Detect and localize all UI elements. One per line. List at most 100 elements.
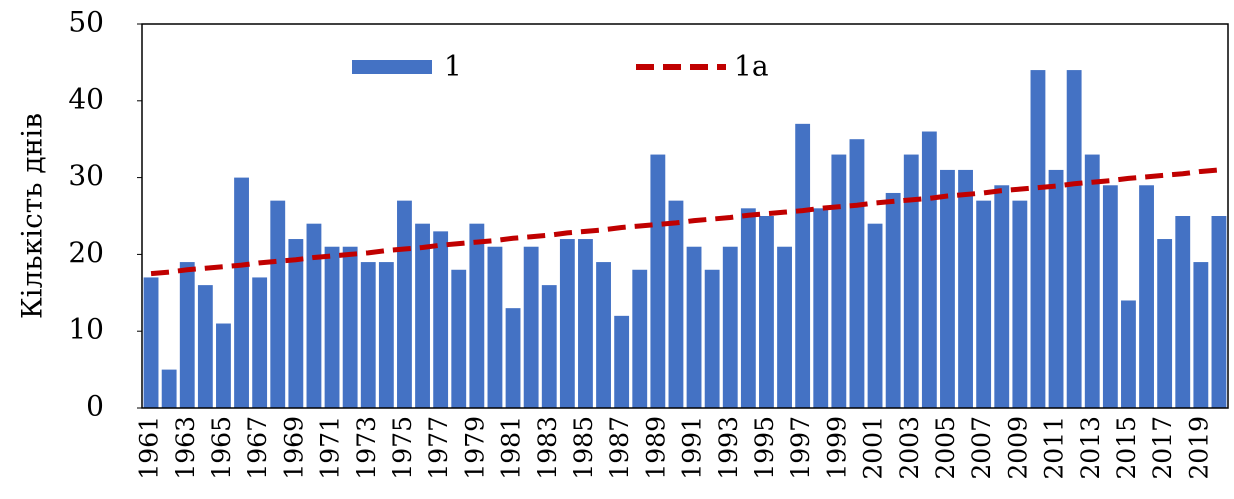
bar [813,208,829,408]
legend-label: 1 [444,50,462,83]
x-tick-label: 1995 [750,416,779,480]
x-tick-label: 2011 [1040,416,1069,480]
x-tick-label: 1979 [460,416,489,480]
x-tick-label: 1981 [497,416,526,480]
x-tick-label: 2015 [1112,416,1141,480]
bar [541,285,557,408]
x-tick-label: 1987 [605,416,634,480]
bar [1193,262,1209,408]
bar [161,369,177,408]
bar [270,200,286,408]
bar [252,277,268,408]
x-tick-label: 1967 [243,416,272,480]
y-tick-label: 50 [68,6,104,39]
bar [722,246,738,408]
bar [1211,216,1227,408]
bar [940,169,955,408]
bar [1012,200,1028,408]
y-tick-label: 10 [68,313,104,346]
x-tick-label: 2009 [1003,416,1032,480]
bar [469,223,485,408]
bar [614,315,630,408]
y-tick-label: 0 [86,390,104,423]
bar [1048,169,1064,408]
bar [903,154,919,408]
bar [234,177,249,408]
x-tick-label: 2003 [895,416,924,480]
bar [777,246,792,408]
bar [759,216,774,408]
x-tick-label: 1997 [786,416,815,480]
bar [342,246,358,408]
bar [1121,300,1136,408]
bar [360,262,376,408]
bar [378,262,394,408]
bar [451,269,467,408]
x-tick-label: 1999 [822,416,851,480]
bar [867,223,883,408]
bar [179,262,195,408]
y-tick-label: 20 [68,236,104,269]
y-axis-title: Кількість днів [16,113,49,319]
bar [1084,154,1100,408]
bar [632,269,648,408]
bar [740,208,756,408]
bar [288,239,304,408]
bar [433,231,449,408]
x-tick-label: 2013 [1076,416,1105,480]
bar [849,139,865,408]
bar [505,308,521,408]
bar [415,223,430,408]
bar [559,239,575,408]
bar [1175,216,1191,408]
bar [795,123,811,408]
x-tick-label: 2001 [859,416,888,480]
bar [1157,239,1173,408]
bar [650,154,666,408]
bar [143,277,159,408]
bar [523,246,539,408]
y-tick-label: 30 [68,159,104,192]
x-tick-label: 1973 [352,416,381,480]
x-tick-label: 1991 [678,416,707,480]
bar [958,169,973,408]
bar [487,246,503,408]
x-tick-label: 1985 [569,416,598,480]
x-tick-label: 1975 [388,416,417,480]
bar [1066,70,1082,408]
bar [1102,185,1118,408]
bar [704,269,720,408]
x-tick-label: 1969 [279,416,308,480]
legend-label: 1a [734,50,769,83]
x-tick-label: 1977 [424,416,453,480]
x-tick-label: 1983 [533,416,562,480]
bar [921,131,937,408]
trend-line [150,167,1220,277]
bar [1139,185,1154,408]
bar [197,285,213,408]
y-tick-label: 40 [68,82,104,115]
bar [668,200,684,408]
x-tick-label: 2019 [1184,416,1213,480]
x-tick-label: 1993 [714,416,743,480]
bar [976,200,992,408]
bar [216,323,231,408]
x-tick-label: 2005 [931,416,960,480]
plot-border [141,23,1229,409]
bar [994,185,1010,408]
bar [885,192,901,408]
bar [596,262,611,408]
x-tick-label: 1965 [207,416,236,480]
x-tick-label: 1963 [171,416,200,480]
bar [578,239,593,408]
bar [306,223,322,408]
bar [1030,70,1046,408]
x-tick-label: 1961 [135,416,164,480]
x-tick-label: 2017 [1148,416,1177,480]
legend-swatch [352,60,432,74]
bar [324,246,340,408]
bar [397,200,412,408]
x-tick-label: 2007 [967,416,996,480]
x-tick-label: 1971 [316,416,345,480]
bar [831,154,847,408]
